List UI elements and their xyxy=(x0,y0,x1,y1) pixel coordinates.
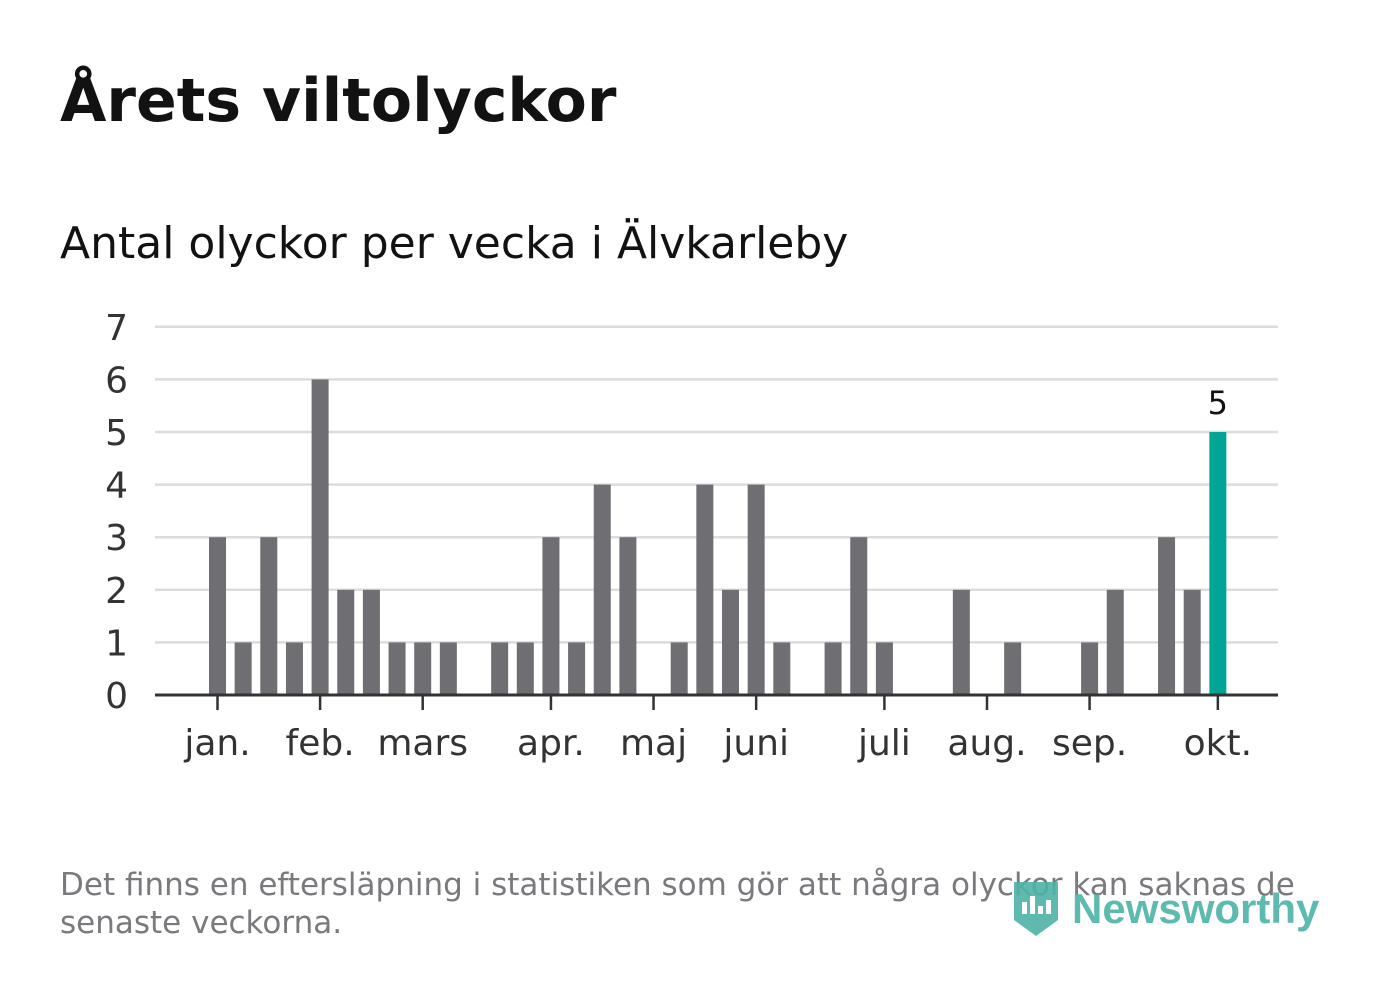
bar-highlight xyxy=(1209,432,1227,695)
y-tick-label: 3 xyxy=(105,518,128,559)
chart-subtitle: Antal olyckor per vecka i Älvkarleby xyxy=(60,218,849,269)
bar xyxy=(1004,642,1022,695)
bar xyxy=(1183,589,1201,695)
bar xyxy=(619,537,637,695)
data-labels: 5 xyxy=(1208,384,1228,422)
y-tick-label: 7 xyxy=(105,308,128,349)
logo-text: Newsworthy xyxy=(1072,885,1320,932)
bar xyxy=(952,589,970,695)
y-tick-label: 4 xyxy=(105,466,128,507)
x-tick-label: apr. xyxy=(517,723,585,764)
newsworthy-logo-icon xyxy=(1014,882,1058,936)
x-axis-ticks: jan. feb. mars apr. maj juni juli aug. sep. okt. xyxy=(183,695,1252,764)
y-tick-label: 2 xyxy=(105,571,128,612)
bar xyxy=(696,484,714,695)
x-tick-label: aug. xyxy=(947,723,1026,764)
y-tick-label: 0 xyxy=(105,676,128,717)
x-tick-label: maj xyxy=(620,723,687,764)
bar xyxy=(722,589,739,695)
bar xyxy=(414,642,432,695)
chart-title: Årets viltolyckor xyxy=(60,66,617,136)
bar xyxy=(491,642,509,695)
footnote: Det finns en eftersläpning i statistiken… xyxy=(60,867,1295,941)
x-tick-label: sep. xyxy=(1052,723,1127,764)
bar xyxy=(260,537,278,695)
bar xyxy=(593,484,611,695)
y-tick-label: 6 xyxy=(105,360,128,401)
x-tick-label: juli xyxy=(857,723,911,764)
bar xyxy=(568,642,586,695)
bar xyxy=(439,642,457,695)
bar xyxy=(542,537,560,695)
bar xyxy=(209,537,226,695)
bar xyxy=(1081,642,1099,695)
bars xyxy=(209,379,1227,695)
newsworthy-logo[interactable]: Newsworthy xyxy=(1010,878,1319,940)
bar xyxy=(875,642,893,695)
bar xyxy=(824,642,842,695)
bar xyxy=(234,642,252,695)
y-tick-label: 5 xyxy=(105,413,128,454)
bar xyxy=(1158,537,1176,695)
bar xyxy=(285,642,303,695)
bar xyxy=(516,642,534,695)
y-axis-ticks: 0 1 2 3 4 5 6 7 xyxy=(105,308,128,717)
bar xyxy=(337,589,355,695)
x-tick-label: okt. xyxy=(1184,723,1252,764)
bar xyxy=(362,589,380,695)
x-tick-label: mars xyxy=(377,723,468,764)
bar xyxy=(850,537,868,695)
y-tick-label: 1 xyxy=(105,623,128,664)
bar xyxy=(311,379,329,695)
data-label-highlight: 5 xyxy=(1208,384,1228,422)
bar xyxy=(670,642,688,695)
x-tick-label: jan. xyxy=(183,723,250,764)
bar xyxy=(773,642,791,695)
bar xyxy=(1106,589,1124,695)
x-tick-label: feb. xyxy=(286,723,355,764)
bar xyxy=(388,642,406,695)
x-tick-label: juni xyxy=(722,723,789,764)
bar xyxy=(747,484,765,695)
